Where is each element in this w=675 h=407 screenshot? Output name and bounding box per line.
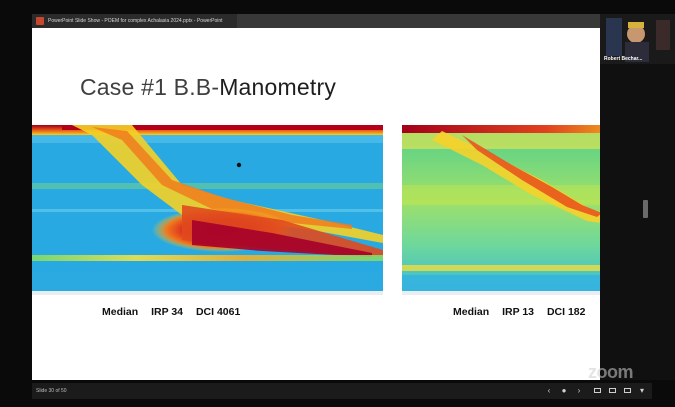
cursor-dot — [236, 162, 242, 168]
left-plot-caption: Median IRP 34 DCI 4061 — [102, 306, 240, 318]
participant-video-tile[interactable]: Robert Bechar... — [600, 14, 675, 64]
reading-view-icon[interactable] — [622, 386, 632, 396]
right-median-label: Median — [453, 306, 490, 318]
slideshow-control-bar: Slide 30 of 50 ‹ ● › ▾ — [32, 383, 652, 399]
previous-slide-icon[interactable]: ‹ — [547, 386, 551, 395]
slide-title: Case #1 B.B-Manometry — [80, 74, 336, 101]
title-bar-shade — [237, 14, 617, 28]
right-irp-value: IRP 13 — [502, 306, 535, 318]
manometry-plot-right — [402, 125, 600, 295]
pointer-options-icon[interactable]: ● — [561, 386, 567, 395]
left-irp-value: IRP 34 — [151, 306, 184, 318]
right-plot-caption: Median IRP 13 DCI 182 — [453, 306, 585, 318]
manometry-plot-left — [32, 125, 383, 295]
participant-name: Robert Bechar... — [604, 56, 643, 62]
slide: Case #1 B.B-Manometry — [32, 28, 600, 380]
scrollbar-handle[interactable] — [643, 200, 648, 218]
participant-avatar — [600, 14, 675, 64]
zoom-watermark: zoom — [588, 362, 634, 382]
next-slide-icon[interactable]: › — [577, 386, 581, 395]
slide-sorter-icon[interactable] — [607, 386, 617, 396]
right-dci-value: DCI 182 — [546, 306, 586, 318]
side-panel — [600, 64, 675, 380]
slide-title-prefix: Case #1 B.B- — [80, 74, 220, 100]
slide-title-suffix: Manometry — [219, 74, 337, 100]
left-median-label: Median — [102, 306, 139, 318]
slide-counter: Slide 30 of 50 — [36, 388, 67, 394]
normal-view-icon[interactable] — [592, 386, 602, 396]
slideshow-menu-icon[interactable]: ▾ — [639, 386, 644, 395]
title-bar: PowerPoint Slide Show - POEM for complex… — [32, 14, 617, 29]
powerpoint-icon — [36, 17, 44, 25]
window-title: PowerPoint Slide Show - POEM for complex… — [48, 18, 223, 24]
left-dci-value: DCI 4061 — [195, 306, 241, 318]
